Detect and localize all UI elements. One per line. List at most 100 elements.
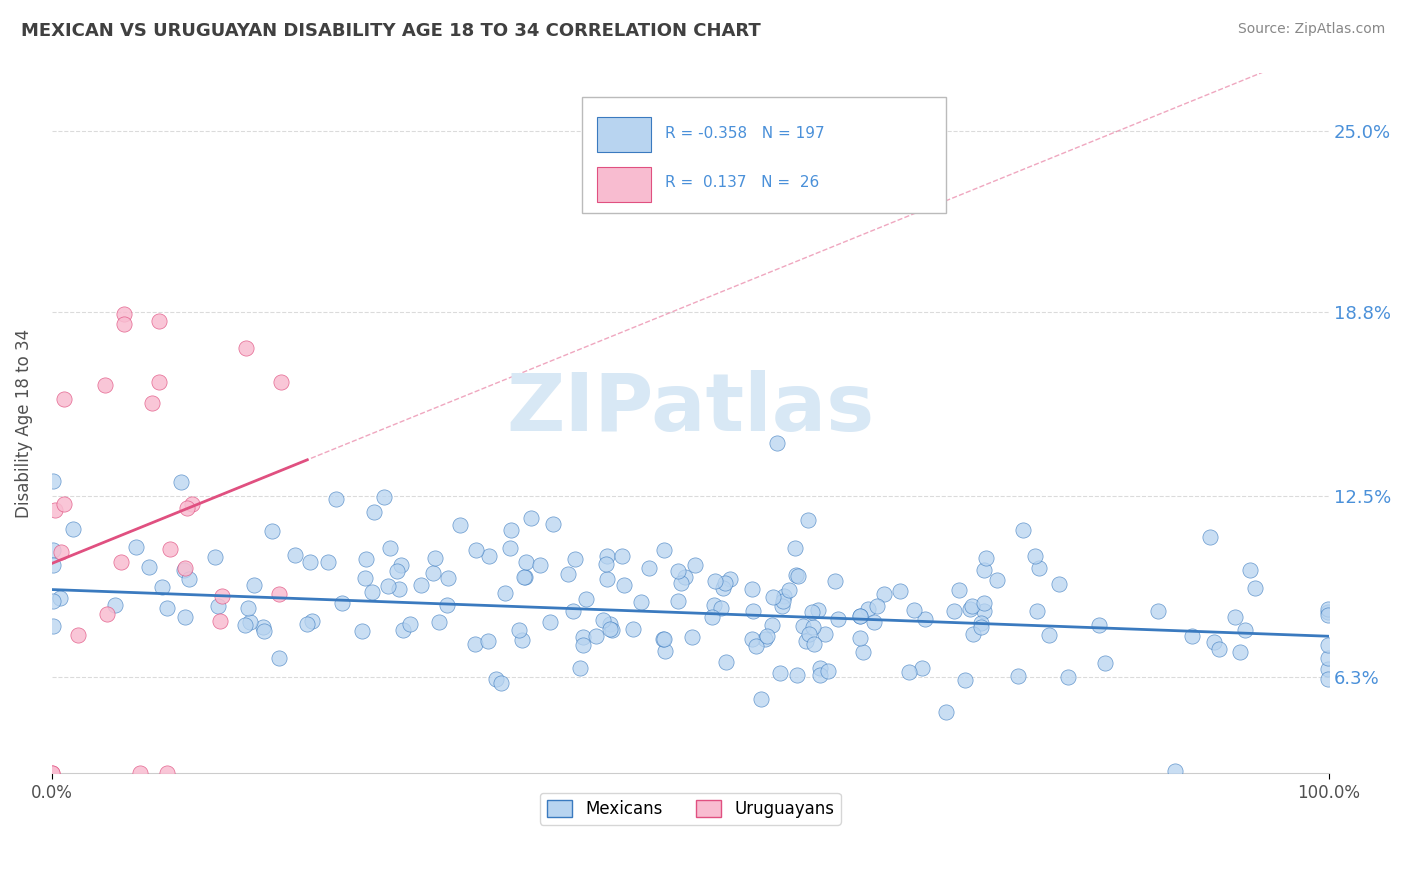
Point	[785, 568, 807, 582]
Point	[741, 604, 763, 618]
Point	[610, 549, 633, 563]
Point	[848, 608, 870, 623]
Point	[797, 626, 820, 640]
Point	[1316, 673, 1339, 687]
Point	[494, 586, 516, 600]
Point	[807, 603, 830, 617]
Point	[464, 542, 486, 557]
Point	[1204, 635, 1226, 649]
Point	[959, 602, 981, 616]
Point	[1208, 641, 1230, 656]
Point	[489, 676, 512, 690]
Point	[148, 314, 170, 328]
Point	[44, 503, 66, 517]
Point	[437, 571, 460, 585]
Text: Source: ZipAtlas.com: Source: ZipAtlas.com	[1237, 22, 1385, 37]
Point	[714, 576, 737, 591]
Point	[571, 630, 593, 644]
Point	[204, 550, 226, 565]
Point	[1233, 623, 1256, 637]
Point	[974, 550, 997, 565]
Point	[464, 637, 486, 651]
Point	[1239, 563, 1261, 577]
Point	[600, 623, 623, 637]
Point	[557, 566, 579, 581]
Point	[512, 633, 534, 648]
Point	[236, 601, 259, 615]
Point	[797, 512, 820, 526]
Point	[170, 475, 193, 490]
Point	[51, 544, 73, 558]
Point	[911, 661, 934, 675]
Point	[681, 631, 703, 645]
Text: R = -0.358   N = 197: R = -0.358 N = 197	[665, 126, 824, 141]
Point	[1038, 628, 1060, 642]
Point	[1047, 577, 1070, 591]
Point	[564, 552, 586, 566]
Text: R =  0.137   N =  26: R = 0.137 N = 26	[665, 175, 820, 190]
Point	[755, 629, 778, 643]
Point	[1094, 656, 1116, 670]
Point	[817, 664, 839, 678]
Point	[361, 584, 384, 599]
Point	[953, 673, 976, 687]
Point	[1028, 561, 1050, 575]
Point	[211, 589, 233, 603]
Point	[794, 634, 817, 648]
Legend: Mexicans, Uruguayans: Mexicans, Uruguayans	[540, 793, 841, 824]
Point	[1316, 607, 1339, 622]
Point	[1007, 669, 1029, 683]
Text: ZIPatlas: ZIPatlas	[506, 370, 875, 448]
Point	[409, 577, 432, 591]
Point	[156, 601, 179, 615]
Point	[666, 594, 689, 608]
Point	[772, 594, 794, 608]
Point	[873, 587, 896, 601]
Point	[499, 541, 522, 556]
Point	[252, 620, 274, 634]
Point	[766, 436, 789, 450]
Point	[595, 557, 617, 571]
Point	[41, 766, 63, 780]
Point	[808, 660, 831, 674]
Point	[233, 618, 256, 632]
Point	[173, 563, 195, 577]
Point	[174, 610, 197, 624]
Point	[703, 598, 725, 612]
Point	[562, 604, 585, 618]
Point	[41, 766, 63, 780]
Point	[1181, 629, 1204, 643]
Y-axis label: Disability Age 18 to 34: Disability Age 18 to 34	[15, 328, 32, 517]
Point	[778, 582, 800, 597]
Point	[262, 524, 284, 538]
Point	[436, 598, 458, 612]
Point	[112, 307, 135, 321]
Point	[427, 615, 450, 630]
Point	[67, 628, 90, 642]
Point	[129, 766, 152, 780]
Point	[824, 574, 846, 589]
Point	[270, 375, 292, 389]
Point	[177, 573, 200, 587]
Point	[1229, 645, 1251, 659]
Point	[207, 599, 229, 613]
Point	[666, 564, 689, 578]
Point	[741, 582, 763, 596]
Point	[253, 624, 276, 638]
Point	[770, 599, 793, 614]
Point	[654, 643, 676, 657]
Point	[1024, 549, 1046, 564]
Point	[377, 579, 399, 593]
Point	[703, 574, 725, 588]
Point	[652, 632, 675, 646]
Point	[903, 602, 925, 616]
Point	[513, 570, 536, 584]
Point	[714, 655, 737, 669]
Point	[592, 614, 614, 628]
Point	[792, 619, 814, 633]
Point	[363, 505, 385, 519]
Point	[599, 623, 621, 637]
Point	[42, 594, 65, 608]
Point	[803, 637, 825, 651]
Point	[710, 601, 733, 615]
